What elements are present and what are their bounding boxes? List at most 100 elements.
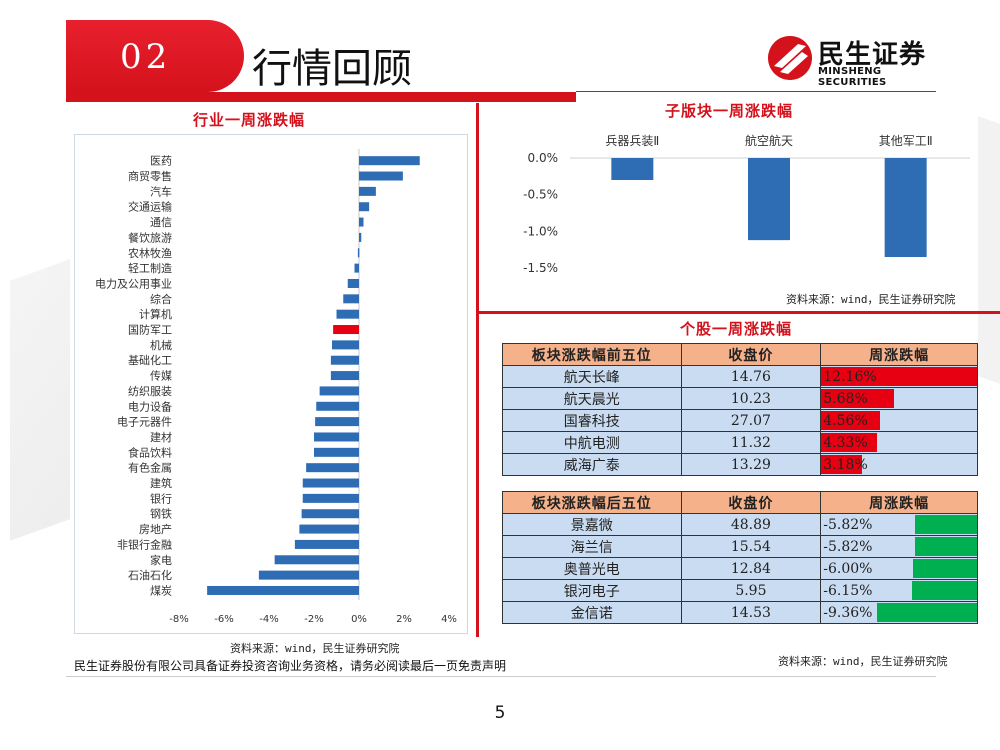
change-value: 12.16% [823,368,877,385]
category-label: 食品饮料 [128,445,172,459]
bottom-five-table: 板块涨跌幅后五位 收盘价 周涨跌幅 景嘉微 48.89 -5.82% 海兰信 15.54… [502,491,978,624]
column-header: 周涨跌幅 [820,491,978,514]
stock-name-cell: 中航电测 [502,431,682,454]
change-cell: -6.00% [820,557,978,580]
stocks-title: 个股一周涨跌幅 [680,320,793,338]
industry-chart-title: 行业一周涨跌幅 [193,111,306,129]
bar-1 [748,158,790,241]
change-data-bar [915,515,977,534]
subsector-chart-title: 子版块一周涨跌幅 [665,102,794,120]
top-five-table: 板块涨跌幅前五位 收盘价 周涨跌幅 航天长峰 14.76 12.16% 航天晨光 10.… [502,343,978,476]
subsector-chart: 0.0% -0.5% -1.0% -1.5% 兵器兵装Ⅱ 航空航天 其他军工Ⅱ [523,133,970,275]
category-label: 家电 [150,553,172,567]
y-tick-label: 0.0% [528,151,559,165]
watermark-right [978,115,1000,385]
change-value: -9.36% [823,604,873,621]
section-badge [66,20,244,92]
x-tick-label: -8% [169,614,188,625]
page-title: 行情回顾 [252,46,412,92]
bar-7 [354,263,359,273]
change-value: 3.18% [823,456,868,473]
bar-9 [343,294,359,304]
change-value: -6.00% [823,560,873,577]
category-label: 综合 [150,292,172,306]
change-data-bar [913,559,977,578]
x-tick-label: 2% [396,614,412,625]
table-row: 国睿科技 27.07 4.56% [502,409,978,432]
bar-14 [330,371,359,381]
category-label: 航空航天 [745,133,793,148]
table-header-row: 板块涨跌幅前五位 收盘价 周涨跌幅 [502,343,978,366]
bar-21 [302,478,359,488]
category-label: 计算机 [139,307,172,321]
table-header-row: 板块涨跌幅后五位 收盘价 周涨跌幅 [502,491,978,514]
price-cell: 48.89 [680,513,822,536]
change-data-bar [911,581,977,600]
category-label: 非银行金融 [117,537,172,551]
change-value: -5.82% [823,516,873,533]
change-cell: 3.18% [820,453,978,476]
price-cell: 14.76 [680,365,822,388]
column-header: 周涨跌幅 [820,343,978,366]
price-cell: 5.95 [680,579,822,602]
change-data-bar [821,411,880,430]
category-label: 通信 [150,216,172,229]
category-label: 医药 [150,155,172,168]
category-label: 建材 [150,430,172,444]
change-value: 5.68% [823,390,868,407]
change-cell: 5.68% [820,387,978,410]
bar-4 [359,217,364,227]
change-cell: -9.36% [820,601,978,624]
table-row: 威海广泰 13.29 3.18% [502,453,978,476]
change-data-bar [915,537,977,556]
change-cell: -5.82% [820,535,978,558]
x-tick-label: -2% [304,614,323,625]
bar-27 [258,570,359,580]
bar-3 [359,202,370,212]
column-header: 板块涨跌幅后五位 [502,491,682,514]
category-label: 基础化工 [128,353,172,367]
category-label: 机械 [150,338,172,352]
page-number: 5 [494,703,506,723]
x-tick-label: 4% [441,614,457,625]
x-tick-label: 0% [351,614,367,625]
industry-chart: 医药商贸零售汽车交通运输通信餐饮旅游农林牧渔轻工制造电力及公用事业综合计算机国防… [95,149,457,625]
stock-name-cell: 海兰信 [502,535,682,558]
bar-0 [359,156,420,166]
bar-2 [359,186,376,196]
y-tick-label: -1.5% [523,261,558,275]
bar-1 [359,171,403,181]
change-data-bar [877,603,977,622]
category-label: 轻工制造 [128,261,172,275]
column-header: 收盘价 [680,343,822,366]
industry-source: 资料来源：wind，民生证券研究院 [230,642,400,655]
category-label: 其他军工Ⅱ [879,134,933,148]
vertical-divider [476,103,479,637]
price-cell: 14.53 [680,601,822,624]
bar-17 [315,417,359,427]
category-label: 建筑 [150,476,172,490]
price-cell: 13.29 [680,453,822,476]
bar-25 [294,539,359,549]
logo-mark-icon [768,36,812,80]
footer-rule [66,676,936,677]
table-row: 海兰信 15.54 -5.82% [502,535,978,558]
x-tick-label: -6% [214,614,233,625]
logo-text-en: MINSHENG SECURITIES [818,66,887,88]
bar-5 [359,232,362,242]
bar-10 [336,309,359,319]
change-value: -6.15% [823,582,873,599]
category-label: 有色金属 [128,461,172,475]
change-cell: 12.16% [820,365,978,388]
stock-name-cell: 奥普光电 [502,557,682,580]
table-row: 金信诺 14.53 -9.36% [502,601,978,624]
category-label: 电力设备 [128,399,172,413]
bar-13 [330,355,359,365]
table-row: 中航电测 11.32 4.33% [502,431,978,454]
change-value: -5.82% [823,538,873,555]
change-cell: 4.33% [820,431,978,454]
watermark-left [10,259,70,541]
header-rule [66,92,576,102]
category-label: 传媒 [150,370,172,383]
change-cell: -5.82% [820,513,978,536]
